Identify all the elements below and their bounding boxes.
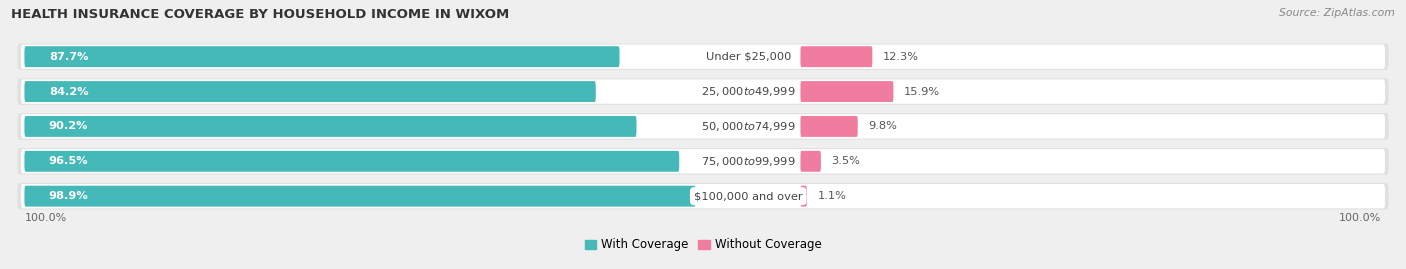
FancyBboxPatch shape xyxy=(21,184,1385,208)
Text: 90.2%: 90.2% xyxy=(49,121,89,132)
Text: 15.9%: 15.9% xyxy=(904,87,941,97)
FancyBboxPatch shape xyxy=(800,116,858,137)
FancyBboxPatch shape xyxy=(21,44,1385,69)
Text: 9.8%: 9.8% xyxy=(868,121,897,132)
Text: 84.2%: 84.2% xyxy=(49,87,89,97)
FancyBboxPatch shape xyxy=(17,148,1389,175)
FancyBboxPatch shape xyxy=(800,151,821,172)
Text: $50,000 to $74,999: $50,000 to $74,999 xyxy=(702,120,796,133)
Text: 100.0%: 100.0% xyxy=(24,213,66,223)
FancyBboxPatch shape xyxy=(24,46,620,67)
FancyBboxPatch shape xyxy=(800,81,893,102)
Text: 96.5%: 96.5% xyxy=(49,156,89,166)
Text: 98.9%: 98.9% xyxy=(49,191,89,201)
Text: 87.7%: 87.7% xyxy=(49,52,89,62)
FancyBboxPatch shape xyxy=(800,46,872,67)
Text: Source: ZipAtlas.com: Source: ZipAtlas.com xyxy=(1279,8,1395,18)
FancyBboxPatch shape xyxy=(17,183,1389,210)
FancyBboxPatch shape xyxy=(17,43,1389,70)
Text: 12.3%: 12.3% xyxy=(883,52,918,62)
Text: 1.1%: 1.1% xyxy=(817,191,846,201)
FancyBboxPatch shape xyxy=(24,116,637,137)
Text: 100.0%: 100.0% xyxy=(1340,213,1382,223)
Text: $75,000 to $99,999: $75,000 to $99,999 xyxy=(702,155,796,168)
FancyBboxPatch shape xyxy=(24,81,596,102)
FancyBboxPatch shape xyxy=(17,78,1389,105)
FancyBboxPatch shape xyxy=(21,79,1385,104)
Text: $25,000 to $49,999: $25,000 to $49,999 xyxy=(702,85,796,98)
FancyBboxPatch shape xyxy=(17,113,1389,140)
FancyBboxPatch shape xyxy=(24,151,679,172)
Text: Under $25,000: Under $25,000 xyxy=(706,52,792,62)
Text: $100,000 and over: $100,000 and over xyxy=(695,191,803,201)
FancyBboxPatch shape xyxy=(21,114,1385,139)
FancyBboxPatch shape xyxy=(800,186,807,207)
Text: HEALTH INSURANCE COVERAGE BY HOUSEHOLD INCOME IN WIXOM: HEALTH INSURANCE COVERAGE BY HOUSEHOLD I… xyxy=(11,8,509,21)
FancyBboxPatch shape xyxy=(21,149,1385,174)
Legend: With Coverage, Without Coverage: With Coverage, Without Coverage xyxy=(579,234,827,256)
Text: 3.5%: 3.5% xyxy=(831,156,860,166)
FancyBboxPatch shape xyxy=(24,186,696,207)
